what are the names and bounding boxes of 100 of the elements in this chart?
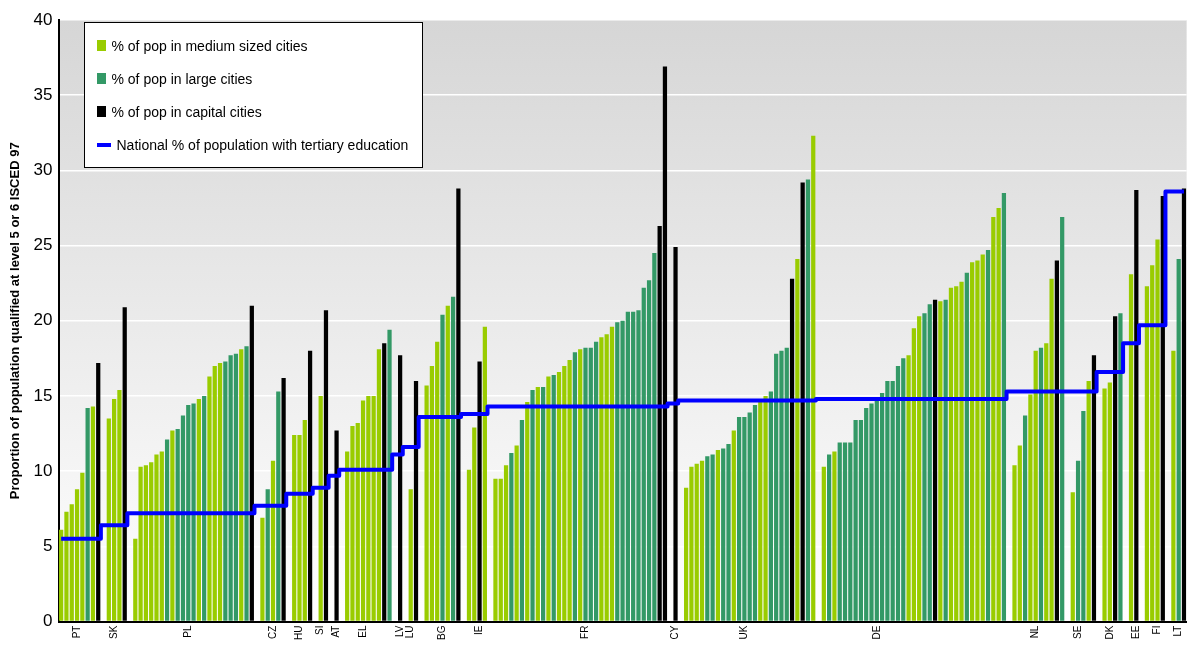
- bar: [938, 301, 943, 621]
- bar: [318, 395, 323, 621]
- bar: [546, 376, 551, 621]
- bar: [985, 250, 991, 621]
- bar: [376, 349, 382, 621]
- x-tick-label: LV: [393, 625, 405, 638]
- x-tick-label: LU: [404, 625, 416, 639]
- x-tick-label: FR: [579, 625, 591, 639]
- bar: [525, 401, 530, 621]
- x-tick-label: EE: [1130, 625, 1142, 639]
- x-tick-label: FI: [1151, 625, 1163, 635]
- y-tick-label: 20: [33, 310, 53, 330]
- bar: [514, 445, 519, 621]
- bar: [239, 349, 244, 621]
- bar: [244, 346, 249, 621]
- bar: [699, 460, 705, 621]
- bar: [1070, 492, 1075, 621]
- bar: [270, 460, 276, 621]
- bar: [805, 179, 811, 621]
- bar: [578, 349, 583, 621]
- bar: [752, 404, 758, 621]
- bar: [276, 391, 281, 621]
- bar: [593, 341, 599, 621]
- bar: [842, 442, 848, 621]
- bar: [832, 451, 837, 621]
- legend-label: % of pop in large cities: [111, 70, 253, 87]
- y-axis-title: Proportion of population qualified at level 5 or 6 ISCED 97: [7, 142, 23, 500]
- bar: [503, 465, 509, 621]
- x-tick-label: LT: [1172, 625, 1184, 637]
- bar: [1118, 313, 1123, 621]
- bar: [715, 450, 721, 621]
- x-tick-label: DK: [1103, 625, 1115, 640]
- bar: [265, 489, 270, 621]
- bar: [827, 454, 832, 621]
- legend-label: % of pop in medium sized cities: [111, 37, 308, 54]
- bar: [90, 406, 96, 621]
- bar: [519, 420, 525, 621]
- bar: [609, 326, 615, 621]
- bar: [535, 386, 540, 621]
- bar: [1060, 217, 1065, 621]
- legend-label: National % of population with tertiary education: [116, 136, 409, 153]
- bar: [1001, 192, 1007, 621]
- bar: [1171, 350, 1176, 621]
- legend-label: % of pop in capital cities: [111, 103, 262, 120]
- bar: [445, 305, 450, 621]
- bar: [731, 430, 736, 621]
- bar: [572, 352, 578, 621]
- bar: [164, 439, 170, 621]
- bar: [408, 489, 413, 621]
- x-tick-label: UK: [738, 625, 750, 640]
- bar: [1022, 415, 1028, 621]
- x-tick-label: SK: [107, 625, 119, 639]
- bar: [795, 259, 800, 621]
- bar: [948, 287, 954, 621]
- bar: [551, 374, 556, 621]
- y-tick-label: 30: [33, 160, 53, 180]
- y-tick-label: 25: [33, 235, 53, 255]
- y-tick-label: 0: [43, 611, 53, 631]
- x-tick-label: IE: [473, 625, 485, 635]
- x-tick-label: CY: [669, 625, 681, 640]
- bar: [509, 453, 514, 621]
- bar: [1176, 259, 1181, 621]
- x-tick-label: CZ: [266, 625, 278, 639]
- bar: [482, 326, 487, 621]
- bar: [440, 314, 445, 621]
- bar: [223, 361, 228, 621]
- x-tick-label: PT: [70, 625, 82, 639]
- bar: [85, 408, 90, 621]
- bar: [821, 466, 826, 621]
- y-tick-label: 35: [33, 84, 53, 104]
- bar: [811, 135, 816, 621]
- bar: [360, 400, 366, 621]
- x-tick-label: DE: [870, 625, 882, 640]
- x-tick-label: EL: [356, 625, 368, 638]
- bar: [217, 362, 223, 621]
- y-tick-label: 5: [43, 536, 53, 556]
- bar: [530, 389, 535, 621]
- x-tick-label: SE: [1071, 625, 1083, 639]
- x-tick-label: NL: [1029, 625, 1041, 639]
- x-tick-label: SI: [314, 625, 326, 635]
- x-tick-label: PL: [182, 625, 194, 638]
- bar: [170, 430, 175, 621]
- bar: [964, 272, 969, 621]
- bar: [1086, 380, 1091, 621]
- bar: [450, 296, 456, 621]
- x-tick-label: BG: [436, 625, 448, 640]
- y-tick-label: 15: [33, 385, 53, 405]
- bar: [1038, 347, 1044, 621]
- y-tick-label: 40: [33, 9, 53, 29]
- bar: [387, 329, 392, 621]
- x-tick-label: HU: [293, 625, 305, 640]
- x-tick-label: AT: [330, 625, 342, 638]
- bar: [541, 386, 546, 621]
- bar: [196, 398, 201, 621]
- bar: [943, 299, 948, 621]
- bar: [233, 353, 239, 621]
- bar: [1128, 274, 1134, 621]
- bar: [260, 517, 265, 621]
- y-tick-label: 10: [33, 460, 53, 480]
- bar: [202, 395, 207, 621]
